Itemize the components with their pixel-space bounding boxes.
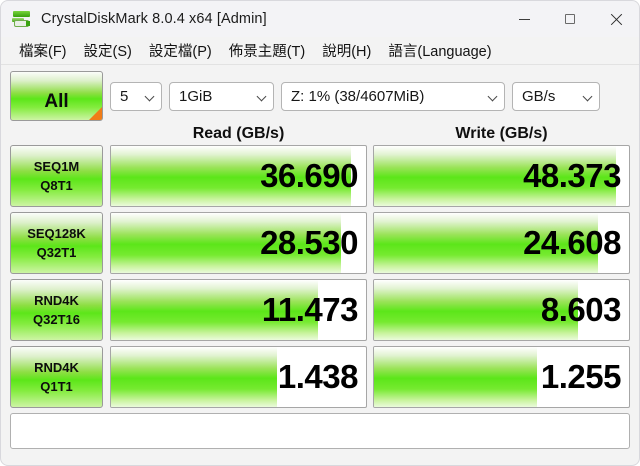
test-button-rnd4k-q32t16[interactable]: RND4K Q32T16 <box>10 279 103 341</box>
write-score-value: 48.373 <box>523 157 621 194</box>
write-score-rnd4k-q32t16: 8.603 <box>373 279 630 341</box>
write-score-bar <box>374 146 617 206</box>
minimize-icon <box>518 18 530 20</box>
maximize-button[interactable] <box>547 1 593 37</box>
write-score-seq128k-q32t1: 24.608 <box>373 212 630 274</box>
read-score-seq128k-q32t1: 28.530 <box>110 212 367 274</box>
results-table: SEQ1M Q8T1 36.690 48.373 SEQ128K Q32T1 <box>1 145 639 408</box>
test-size-select[interactable]: 1GiB <box>169 81 274 111</box>
test-name: SEQ1M <box>33 158 80 174</box>
window-title: CrystalDiskMark 8.0.4 x64 [Admin] <box>41 11 267 27</box>
write-score-bar <box>374 347 538 407</box>
column-header-write: Write (GB/s) <box>455 125 548 142</box>
read-score-rnd4k-q1t1: 1.438 <box>110 346 367 408</box>
read-score-value: 28.530 <box>260 224 358 261</box>
unit-select[interactable]: GB/s <box>512 81 600 111</box>
write-score-value: 24.608 <box>523 224 621 261</box>
write-score-rnd4k-q1t1: 1.255 <box>373 346 630 408</box>
maximize-icon <box>565 14 575 24</box>
table-row: SEQ1M Q8T1 36.690 48.373 <box>10 145 630 207</box>
drive-select[interactable]: Z: 1% (38/4607MiB) <box>281 81 505 111</box>
chevron-down-icon <box>146 92 155 101</box>
all-button-label: All <box>44 91 69 112</box>
table-row: RND4K Q32T16 11.473 8.603 <box>10 279 630 341</box>
menu-item-profile[interactable]: 設定檔(P) <box>148 44 212 60</box>
read-score-bar <box>111 213 341 273</box>
read-score-value: 1.438 <box>277 358 359 395</box>
test-button-rnd4k-q1t1[interactable]: RND4K Q1T1 <box>10 346 103 408</box>
write-score-value: 8.603 <box>540 291 622 328</box>
table-row: RND4K Q1T1 1.438 1.255 <box>10 346 630 408</box>
read-score-bar <box>111 146 351 206</box>
read-score-seq1m-q8t1: 36.690 <box>110 145 367 207</box>
test-name: RND4K <box>34 359 79 375</box>
menu-item-file[interactable]: 檔案(F) <box>19 44 67 60</box>
read-score-value: 36.690 <box>260 157 358 194</box>
menu-item-help[interactable]: 說明(H) <box>322 44 372 60</box>
write-score-seq1m-q8t1: 48.373 <box>373 145 630 207</box>
test-queue: Q8T1 <box>40 178 73 193</box>
menu-item-settings[interactable]: 設定(S) <box>83 44 132 60</box>
test-button-seq1m-q8t1[interactable]: SEQ1M Q8T1 <box>10 145 103 207</box>
chevron-down-icon <box>584 92 593 101</box>
write-score-bar <box>374 213 599 273</box>
write-score-bar <box>374 280 578 340</box>
column-headers: Read (GB/s) Write (GB/s) <box>1 124 639 145</box>
close-button[interactable] <box>593 1 639 37</box>
test-queue: Q32T16 <box>33 312 80 327</box>
write-score-value: 1.255 <box>540 358 622 395</box>
test-size-value: 1GiB <box>179 87 213 105</box>
table-row: SEQ128K Q32T1 28.530 24.608 <box>10 212 630 274</box>
drive-value: Z: 1% (38/4607MiB) <box>291 87 425 105</box>
toolbar: All 5 1GiB Z: 1% (38/4607MiB) GB/s <box>1 65 639 124</box>
test-queue: Q1T1 <box>40 379 73 394</box>
corner-marker-icon <box>89 107 102 120</box>
unit-value: GB/s <box>522 87 556 105</box>
menu-item-theme[interactable]: 佈景主題(T) <box>228 44 306 60</box>
title-bar: CrystalDiskMark 8.0.4 x64 [Admin] <box>1 1 639 37</box>
test-name: SEQ128K <box>27 225 86 241</box>
menu-item-language[interactable]: 語言(Language) <box>388 44 492 60</box>
comment-input[interactable] <box>10 413 630 449</box>
minimize-button[interactable] <box>501 1 547 37</box>
run-count-select[interactable]: 5 <box>110 81 162 111</box>
disk-drive-icon <box>12 9 32 29</box>
test-queue: Q32T1 <box>36 245 77 260</box>
menu-bar: 檔案(F) 設定(S) 設定檔(P) 佈景主題(T) 說明(H) 語言(Lang… <box>1 37 639 65</box>
read-score-value: 11.473 <box>261 291 359 328</box>
chevron-down-icon <box>489 92 498 101</box>
read-score-bar <box>111 280 318 340</box>
window-controls <box>501 1 639 37</box>
close-icon <box>610 13 623 26</box>
chevron-down-icon <box>258 92 267 101</box>
read-score-rnd4k-q32t16: 11.473 <box>110 279 367 341</box>
all-button[interactable]: All <box>10 71 103 121</box>
column-header-read: Read (GB/s) <box>192 125 285 142</box>
test-button-seq128k-q32t1[interactable]: SEQ128K Q32T1 <box>10 212 103 274</box>
read-score-bar <box>111 347 277 407</box>
test-name: RND4K <box>34 292 79 308</box>
run-count-value: 5 <box>120 87 129 105</box>
